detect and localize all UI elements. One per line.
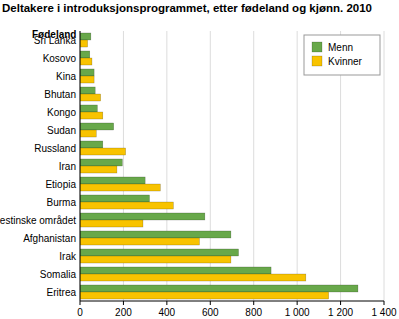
x-axis <box>80 301 384 302</box>
category-label: Kosovo <box>43 53 77 64</box>
tick <box>80 301 81 305</box>
bar <box>80 87 95 94</box>
category-label: Russland <box>34 143 76 154</box>
bar <box>80 159 122 166</box>
bar <box>80 267 271 274</box>
category-label: Eritrea <box>47 287 77 298</box>
grid-line <box>80 31 81 301</box>
tick <box>210 301 211 305</box>
tick-label: 1 400 <box>371 307 396 318</box>
category-label: Kongo <box>47 107 76 118</box>
bar <box>80 130 96 137</box>
category-label: Sudan <box>47 125 76 136</box>
bar <box>80 141 103 148</box>
bar <box>80 148 126 155</box>
tick-label: 200 <box>115 307 132 318</box>
category-label: Somalia <box>40 269 77 280</box>
bar <box>80 58 92 65</box>
category-label: Burma <box>47 197 77 208</box>
category-label: Kina <box>56 71 76 82</box>
bar <box>80 213 205 220</box>
tick-label: 800 <box>245 307 262 318</box>
category-label: Irak <box>59 251 77 262</box>
bar <box>80 166 117 173</box>
bar <box>80 285 358 292</box>
bar <box>80 195 149 202</box>
legend-swatch <box>312 56 322 66</box>
bar <box>80 202 173 209</box>
category-label: Afghanistan <box>23 233 76 244</box>
tick <box>384 301 385 305</box>
tick <box>340 301 341 305</box>
tick-label: 600 <box>202 307 219 318</box>
bar <box>80 184 160 191</box>
bar <box>80 40 88 47</box>
legend-label: Menn <box>328 42 353 53</box>
category-label: Det palestinske området <box>0 215 76 226</box>
bar <box>80 231 231 238</box>
tick-label: 400 <box>159 307 176 318</box>
y-axis <box>80 31 81 301</box>
grid-line <box>297 31 298 301</box>
grid-line <box>253 31 254 301</box>
tick-label: 1 200 <box>328 307 353 318</box>
bar <box>80 123 114 130</box>
bar <box>80 220 143 227</box>
tick-label: 0 <box>77 307 83 318</box>
bar <box>80 94 101 101</box>
chart: Deltakere i introduksjonsprogrammet, ett… <box>0 0 399 319</box>
bar <box>80 105 97 112</box>
legend-label: Kvinner <box>328 56 363 67</box>
bar <box>80 238 199 245</box>
bar <box>80 33 91 40</box>
tick <box>253 301 254 305</box>
bar <box>80 249 239 256</box>
bar <box>80 51 90 58</box>
category-label: Etiopia <box>45 179 76 190</box>
category-label: Bhutan <box>44 89 76 100</box>
title: Deltakere i introduksjonsprogrammet, ett… <box>2 2 372 14</box>
tick <box>123 301 124 305</box>
category-label: Sri Lanka <box>34 35 77 46</box>
category-label: Iran <box>59 161 76 172</box>
legend-swatch <box>312 42 322 52</box>
tick <box>297 301 298 305</box>
tick <box>166 301 167 305</box>
bar <box>80 292 329 299</box>
bar <box>80 69 94 76</box>
bar <box>80 177 145 184</box>
bar <box>80 274 306 281</box>
bar <box>80 112 103 119</box>
tick-label: 1 000 <box>285 307 310 318</box>
grid-line <box>384 31 385 301</box>
bar <box>80 76 94 83</box>
bar <box>80 256 231 263</box>
legend-box <box>304 35 380 75</box>
